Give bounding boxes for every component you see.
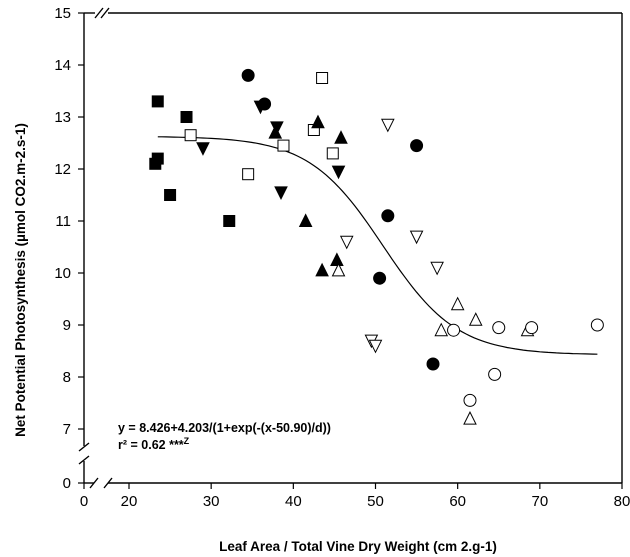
filled-circle-marker — [410, 139, 424, 153]
y-tick-label: 8 — [63, 369, 71, 386]
y-tick-label: 9 — [63, 317, 71, 334]
y-tick-label: 15 — [54, 5, 71, 22]
filled-up-triangle-marker — [315, 262, 329, 277]
open-up-triangle-marker — [331, 262, 346, 277]
open-down-triangle-marker — [430, 261, 444, 276]
filled-down-triangle-marker — [331, 165, 346, 180]
r-squared-text: r² = 0.62 ***Z — [118, 436, 190, 452]
r-squared-value: r² = 0.62 *** — [118, 438, 184, 452]
filled-square-marker — [164, 189, 177, 201]
filled-circle-marker — [373, 271, 387, 285]
x-break-mark — [89, 477, 99, 489]
open-circle-marker — [447, 323, 461, 337]
top-break-mark — [100, 7, 110, 19]
filled-circle-marker — [241, 68, 255, 82]
top-break-mark — [94, 7, 104, 19]
data-points — [149, 68, 604, 425]
open-circle-marker — [590, 318, 604, 332]
open-down-triangle-marker — [368, 339, 383, 354]
filled-up-triangle-marker — [330, 252, 344, 266]
open-up-triangle-marker — [450, 296, 465, 311]
equation-text: y = 8.426+4.203/(1+exp(-(x-50.90)/d)) — [118, 421, 331, 435]
y-axis-title: Net Potential Photosynthesis (µmol CO2.m… — [13, 123, 28, 437]
filled-up-triangle-marker — [268, 124, 283, 139]
open-square-marker — [242, 168, 255, 181]
open-circle-marker — [463, 393, 477, 407]
y-tick-label: 14 — [54, 57, 71, 74]
x-break-mark — [103, 477, 113, 489]
filled-square-marker — [180, 111, 193, 123]
open-square-marker — [316, 72, 329, 84]
filled-circle-marker — [381, 209, 395, 223]
open-circle-marker — [492, 321, 506, 335]
filled-down-triangle-marker — [196, 142, 210, 156]
open-square-marker — [184, 129, 197, 142]
filled-up-triangle-marker — [334, 130, 348, 144]
filled-up-triangle-marker — [311, 114, 325, 129]
open-up-triangle-marker — [468, 312, 483, 326]
fit-curve-layer — [157, 136, 598, 355]
open-circle-marker — [525, 321, 539, 335]
filled-square-marker — [149, 157, 162, 170]
x-tick-label: 60 — [449, 493, 466, 510]
filled-square-marker — [223, 215, 236, 227]
y-break-mark — [78, 442, 90, 452]
filled-up-triangle-marker — [298, 213, 313, 227]
filled-square-marker — [151, 95, 164, 108]
open-down-triangle-marker — [381, 118, 395, 133]
plot-frame — [78, 7, 623, 489]
open-up-triangle-marker — [434, 322, 449, 337]
x-tick-label: 40 — [285, 493, 302, 510]
open-square-marker — [277, 139, 290, 152]
y-tick-label: 12 — [54, 161, 71, 178]
axis-ticks: 0 20 30 40 50 60 70 80 0 7 8 9 10 11 12 13 14 15 — [54, 5, 630, 510]
y-tick-label: 0 — [63, 475, 71, 492]
x-tick-label: 70 — [531, 493, 548, 510]
y-break-mark — [78, 455, 90, 465]
x-tick-label: 30 — [203, 493, 220, 510]
y-tick-label: 10 — [54, 265, 71, 282]
x-tick-label: 20 — [121, 493, 138, 510]
filled-down-triangle-marker — [274, 186, 288, 201]
y-tick-label: 7 — [63, 421, 71, 438]
fit-curve — [157, 136, 598, 355]
open-circle-marker — [488, 367, 502, 381]
open-up-triangle-marker — [463, 410, 477, 425]
filled-circle-marker — [258, 97, 272, 111]
filled-circle-marker — [426, 357, 440, 371]
open-square-marker — [326, 147, 339, 160]
x-axis-title: Leaf Area / Total Vine Dry Weight (cm 2.… — [219, 539, 497, 554]
x-tick-label: 80 — [614, 493, 630, 510]
y-tick-label: 11 — [55, 213, 71, 230]
open-down-triangle-marker — [409, 230, 424, 245]
x-tick-label: 0 — [80, 493, 88, 510]
open-down-triangle-marker — [339, 235, 354, 250]
y-tick-label: 13 — [54, 109, 71, 126]
r-squared-superscript: Z — [184, 436, 190, 446]
x-tick-label: 50 — [367, 493, 384, 510]
